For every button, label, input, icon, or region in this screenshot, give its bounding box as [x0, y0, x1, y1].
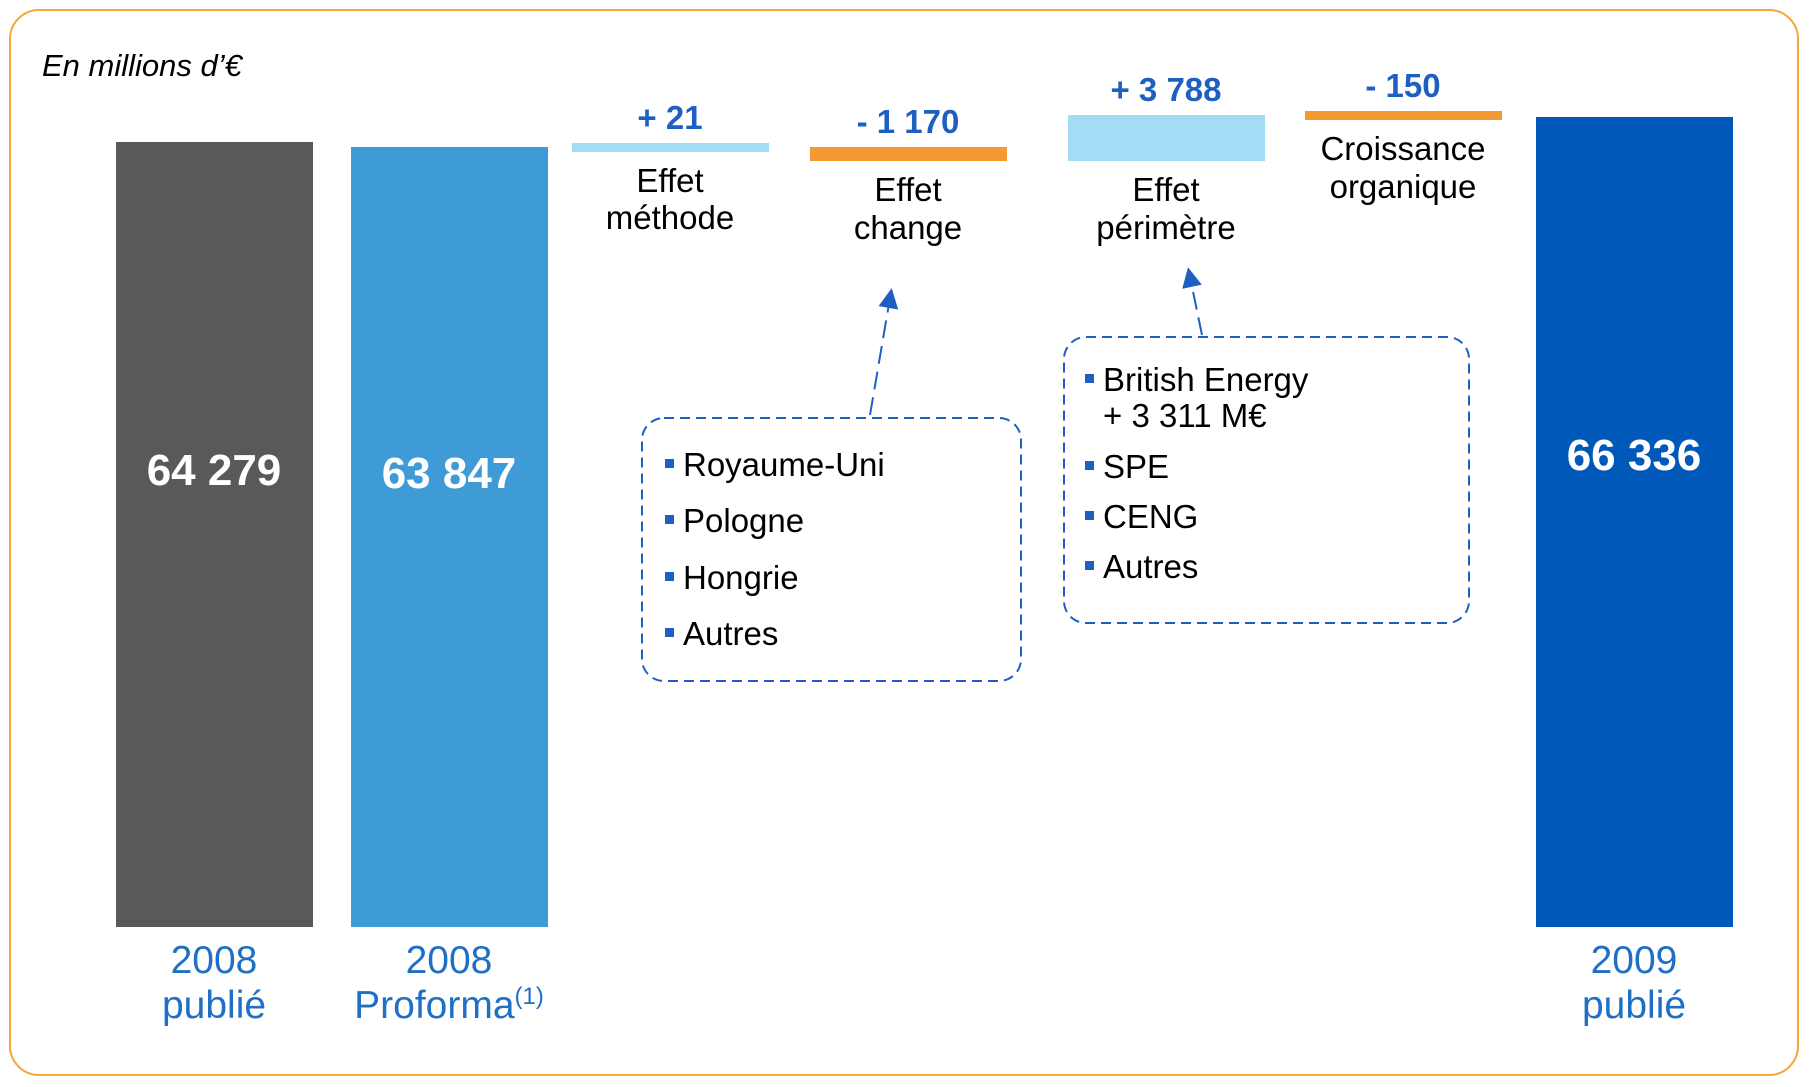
bar — [1067, 114, 1265, 162]
callout-box — [1063, 336, 1470, 624]
callout-arrow — [1182, 267, 1203, 336]
callout-item: Pologne — [665, 502, 885, 539]
category-label: Croissance organique — [1320, 130, 1486, 206]
callout-box — [641, 417, 1022, 682]
callout-item: Hongrie — [665, 559, 885, 596]
value-label: 63 847 — [381, 448, 517, 498]
callout-item: Autres — [1085, 548, 1308, 585]
category-label: 2009 publié — [1581, 939, 1687, 1027]
callout-item: Royaume-Uni — [665, 446, 885, 483]
callout-list: Royaume-Uni Pologne Hongrie Autres — [665, 446, 885, 652]
value-label: + 3 788 — [1110, 70, 1222, 108]
callout-item: Autres — [665, 615, 885, 652]
bar — [1535, 116, 1733, 927]
bar — [1304, 111, 1502, 121]
category-label: 2008 publié — [161, 939, 267, 1027]
value-label: 64 279 — [146, 445, 282, 495]
bar — [115, 141, 313, 927]
callout-item: British Energy + 3 311 M€ — [1085, 361, 1308, 435]
frame — [9, 9, 1799, 1076]
category-label: Effet change — [853, 171, 963, 247]
bar — [571, 142, 769, 152]
callout-list: British Energy + 3 311 M€ SPE CENG Autres — [1085, 361, 1308, 585]
bar — [809, 146, 1007, 162]
callout-arrow — [869, 288, 899, 416]
value-label: + 21 — [637, 98, 703, 136]
value-label: - 1 170 — [856, 102, 960, 140]
bar — [350, 147, 548, 927]
callout-item: CENG — [1085, 498, 1308, 535]
category-label: 2008 Proforma(1) — [354, 939, 544, 1027]
callout-item: SPE — [1085, 448, 1308, 485]
category-label: Effet périmètre — [1096, 171, 1236, 247]
category-note: (1) — [514, 982, 544, 1010]
value-label: 66 336 — [1566, 431, 1702, 481]
subtitle: En millions d’€ — [42, 48, 242, 83]
category-label: Effet méthode — [605, 161, 735, 237]
value-label: - 150 — [1365, 67, 1441, 105]
